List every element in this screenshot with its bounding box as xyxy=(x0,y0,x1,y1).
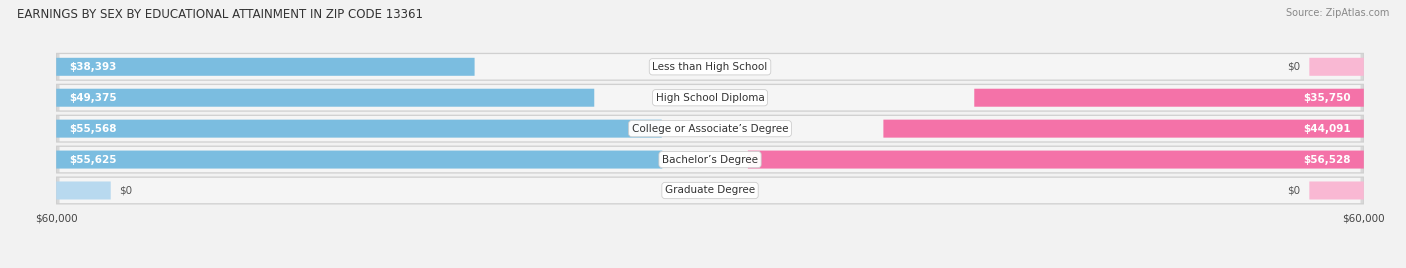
FancyBboxPatch shape xyxy=(56,146,1364,173)
FancyBboxPatch shape xyxy=(56,54,1364,80)
Text: High School Diploma: High School Diploma xyxy=(655,93,765,103)
FancyBboxPatch shape xyxy=(56,115,1364,142)
Text: $55,625: $55,625 xyxy=(69,155,117,165)
Text: $38,393: $38,393 xyxy=(69,62,117,72)
FancyBboxPatch shape xyxy=(56,120,662,138)
FancyBboxPatch shape xyxy=(748,151,1364,169)
FancyBboxPatch shape xyxy=(56,177,1364,204)
FancyBboxPatch shape xyxy=(56,181,111,199)
Text: $55,568: $55,568 xyxy=(69,124,117,134)
FancyBboxPatch shape xyxy=(974,89,1364,107)
Text: $0: $0 xyxy=(1288,185,1301,195)
Text: $56,528: $56,528 xyxy=(1303,155,1351,165)
Text: $0: $0 xyxy=(1288,62,1301,72)
Text: $44,091: $44,091 xyxy=(1303,124,1351,134)
FancyBboxPatch shape xyxy=(56,58,475,76)
Text: $0: $0 xyxy=(120,185,132,195)
FancyBboxPatch shape xyxy=(59,147,1361,172)
Text: Less than High School: Less than High School xyxy=(652,62,768,72)
Text: College or Associate’s Degree: College or Associate’s Degree xyxy=(631,124,789,134)
FancyBboxPatch shape xyxy=(1309,58,1364,76)
Text: $35,750: $35,750 xyxy=(1303,93,1351,103)
FancyBboxPatch shape xyxy=(56,89,595,107)
Text: Graduate Degree: Graduate Degree xyxy=(665,185,755,195)
FancyBboxPatch shape xyxy=(59,85,1361,110)
FancyBboxPatch shape xyxy=(56,84,1364,111)
FancyBboxPatch shape xyxy=(59,54,1361,80)
FancyBboxPatch shape xyxy=(59,116,1361,141)
FancyBboxPatch shape xyxy=(883,120,1364,138)
Text: Bachelor’s Degree: Bachelor’s Degree xyxy=(662,155,758,165)
FancyBboxPatch shape xyxy=(59,178,1361,203)
Text: Source: ZipAtlas.com: Source: ZipAtlas.com xyxy=(1285,8,1389,18)
FancyBboxPatch shape xyxy=(56,151,662,169)
FancyBboxPatch shape xyxy=(1309,181,1364,199)
Text: $49,375: $49,375 xyxy=(69,93,117,103)
Text: EARNINGS BY SEX BY EDUCATIONAL ATTAINMENT IN ZIP CODE 13361: EARNINGS BY SEX BY EDUCATIONAL ATTAINMEN… xyxy=(17,8,423,21)
